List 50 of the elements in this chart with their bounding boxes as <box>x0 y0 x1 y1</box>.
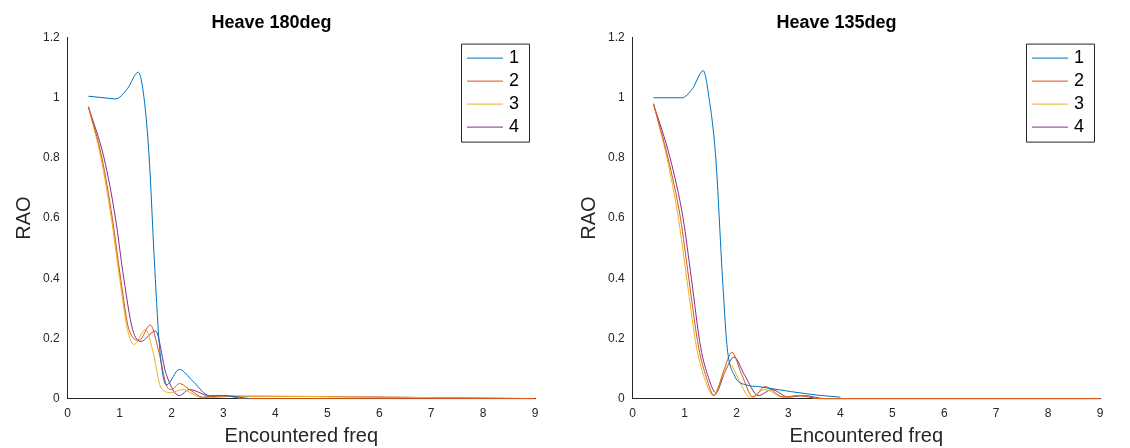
x-tick-label: 3 <box>220 406 228 421</box>
chart-title: Heave 135deg <box>776 11 897 32</box>
legend-label: 3 <box>509 93 520 114</box>
x-axis-title: Encountered freq <box>789 423 944 446</box>
y-tick-label: 0 <box>617 390 625 405</box>
legend-label: 1 <box>509 47 520 68</box>
x-tick-label: 4 <box>837 406 845 421</box>
x-tick-label: 5 <box>888 406 896 421</box>
x-tick-label: 9 <box>531 406 539 421</box>
y-tick-label: 0.4 <box>607 270 625 285</box>
y-tick-label: 0.8 <box>42 150 60 165</box>
chart-title: Heave 180deg <box>211 11 332 32</box>
y-tick-label: 1.2 <box>607 29 625 44</box>
y-tick-label: 0.8 <box>607 150 625 165</box>
legend-label: 4 <box>509 116 520 137</box>
legend-label: 2 <box>1074 70 1085 91</box>
x-tick-label: 6 <box>375 406 383 421</box>
x-tick-label: 1 <box>116 406 124 421</box>
x-tick-label: 0 <box>629 406 637 421</box>
y-tick-label: 0.6 <box>607 210 625 225</box>
legend-label: 3 <box>1074 93 1085 114</box>
x-tick-label: 8 <box>1044 406 1052 421</box>
y-tick-label: 0.6 <box>42 210 60 225</box>
y-tick-label: 0.2 <box>42 330 60 345</box>
x-tick-label: 2 <box>733 406 741 421</box>
x-tick-label: 6 <box>940 406 948 421</box>
x-tick-label: 8 <box>479 406 487 421</box>
y-tick-label: 0.2 <box>607 330 625 345</box>
y-tick-label: 0 <box>52 390 60 405</box>
x-tick-label: 2 <box>168 406 176 421</box>
x-tick-label: 3 <box>785 406 793 421</box>
y-axis-title: RAO <box>11 196 34 240</box>
x-tick-label: 7 <box>992 406 1000 421</box>
x-tick-label: 5 <box>323 406 331 421</box>
line-series <box>87 71 250 400</box>
x-tick-label: 9 <box>1096 406 1104 421</box>
y-axis-title: RAO <box>576 196 599 240</box>
y-tick-label: 1 <box>52 90 60 105</box>
y-tick-label: 0.4 <box>42 270 60 285</box>
x-axis-title: Encountered freq <box>224 423 379 446</box>
x-tick-label: 0 <box>64 406 72 421</box>
y-tick-label: 1.2 <box>42 29 60 44</box>
x-tick-label: 7 <box>427 406 435 421</box>
legend-label: 4 <box>1074 116 1085 137</box>
line-series <box>652 70 841 398</box>
x-tick-label: 4 <box>272 406 280 421</box>
y-tick-label: 1 <box>617 90 625 105</box>
x-tick-label: 1 <box>681 406 689 421</box>
legend-label: 1 <box>1074 47 1085 68</box>
legend-label: 2 <box>509 70 520 91</box>
